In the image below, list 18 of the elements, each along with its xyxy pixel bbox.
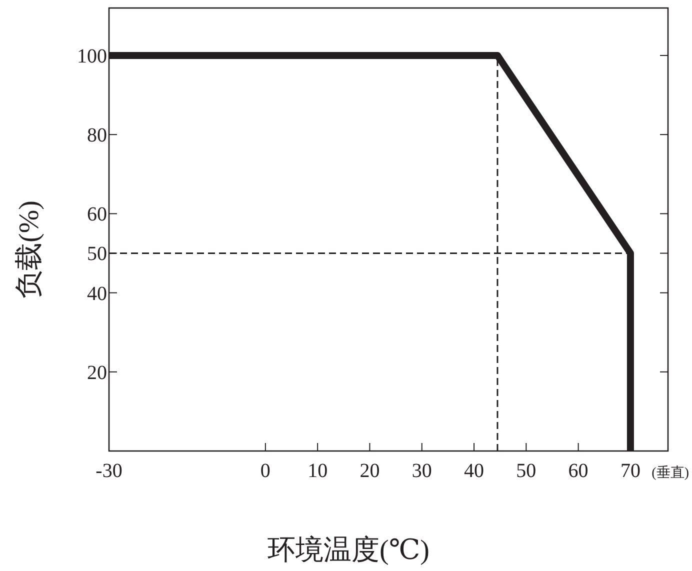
y-tick-label: 20 xyxy=(87,362,107,384)
y-tick-label: 60 xyxy=(87,204,107,226)
y-tick-label: 80 xyxy=(87,124,107,147)
y-axis-title: 负载(%) xyxy=(14,200,45,298)
y-tick-label: 100 xyxy=(77,45,107,68)
x-tick-label: 30 xyxy=(412,460,432,482)
y-tick-label: 40 xyxy=(87,282,107,305)
text: (垂直) xyxy=(652,465,690,481)
x-axis-title: 环境温度(℃) xyxy=(268,535,430,566)
y-tick-label: 50 xyxy=(87,243,107,266)
x-tick-label: 10 xyxy=(308,460,328,482)
x-tick-label: 0 xyxy=(260,460,270,482)
x-tick-label: 50 xyxy=(516,460,536,482)
x-tick-label: -30 xyxy=(96,460,122,482)
x-tick-label: 70 xyxy=(620,460,640,482)
x-tick-label: 40 xyxy=(464,460,484,482)
x-tick-label: 20 xyxy=(360,460,380,482)
x-tick-label: 60 xyxy=(568,460,588,482)
